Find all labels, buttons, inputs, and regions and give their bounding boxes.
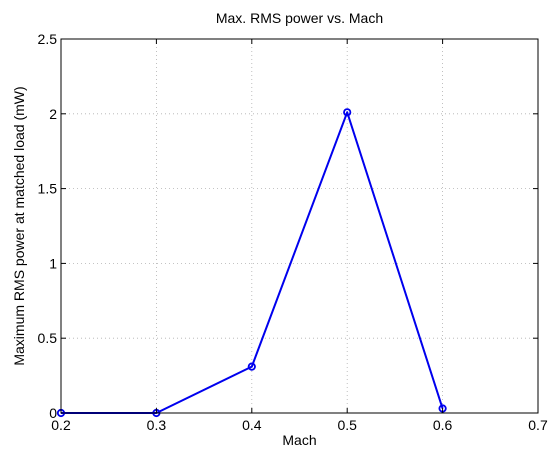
x-tick-label: 0.2 <box>51 417 71 433</box>
x-tick-label: 0.5 <box>337 417 357 433</box>
x-tick-label: 0.3 <box>147 417 167 433</box>
x-axis-label: Mach <box>282 432 316 448</box>
axis-ticks: 0.2 0.3 0.4 0.5 0.6 0.7 0 0.5 1 1.5 2 2.5 <box>38 31 548 433</box>
x-tick-label: 0.6 <box>433 417 453 433</box>
y-tick-label: 1 <box>49 255 57 271</box>
x-tick-label: 0.7 <box>528 417 548 433</box>
x-tick-label: 0.4 <box>242 417 262 433</box>
y-tick-label: 1.5 <box>38 181 58 197</box>
data-point-marker <box>247 362 256 371</box>
plot-frame <box>60 38 539 414</box>
y-tick-label: 0 <box>49 405 57 421</box>
y-tick-label: 0.5 <box>38 330 58 346</box>
plot-area <box>61 39 538 413</box>
y-tick-label: 2 <box>49 106 57 122</box>
data-point-marker <box>343 108 352 117</box>
y-tick-label: 2.5 <box>38 31 58 47</box>
chart-title: Max. RMS power vs. Mach <box>216 10 383 26</box>
y-axis-label: Maximum RMS power at matched load (mW) <box>11 86 27 365</box>
